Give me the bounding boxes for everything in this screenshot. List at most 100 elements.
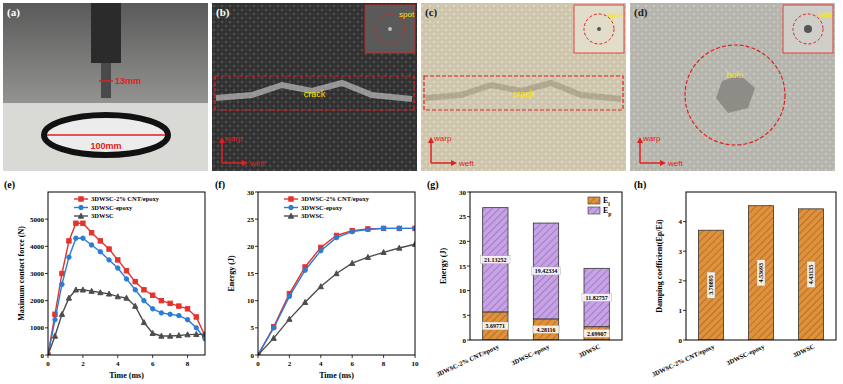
y-axis-label: Energy (J) [227, 255, 236, 292]
y-tick [467, 315, 470, 316]
data-point [107, 247, 111, 251]
data-point [365, 254, 370, 259]
y-axis-label: Maximum contact force (N) [17, 226, 26, 321]
data-point [334, 271, 339, 276]
data-point [107, 258, 111, 262]
legend-marker [289, 205, 293, 209]
data-point [133, 279, 137, 283]
annotation: 100mm [90, 141, 121, 151]
x-tick [48, 355, 49, 358]
data-point [381, 250, 386, 255]
x-tick [383, 355, 384, 358]
x-tick [415, 355, 416, 358]
data-label: 5.69771 [486, 323, 506, 329]
data-point [59, 311, 64, 316]
x-tick-label: 4 [319, 360, 323, 368]
panel-label: (b) [216, 6, 230, 19]
legend-marker [289, 197, 293, 201]
legend-label: 3DWSC [91, 212, 114, 219]
data-point [194, 315, 198, 319]
legend-swatch [588, 197, 600, 204]
panel-label: (h) [634, 179, 646, 191]
legend-marker [79, 197, 83, 201]
inset-spot [388, 27, 392, 31]
y-tick-label: 15 [459, 263, 467, 271]
x-tick [187, 355, 188, 358]
data-point [185, 307, 189, 311]
panel-label: (f) [215, 179, 225, 191]
data-point [318, 284, 323, 289]
y-tick [683, 280, 686, 281]
y-tick-label: 30 [459, 189, 467, 197]
y-tick [683, 310, 686, 311]
data-point [116, 266, 120, 270]
data-point [89, 243, 93, 247]
legend-label: 3DWSC [301, 212, 324, 219]
data-point [142, 288, 146, 292]
y-tick [45, 327, 48, 328]
data-point [159, 333, 164, 338]
annotation: 13mm [115, 76, 141, 86]
bar [483, 208, 508, 312]
data-point [60, 282, 64, 286]
x-tick-label: 4 [116, 360, 120, 368]
data-label: 4.53693 [758, 263, 764, 283]
data-label-box [481, 256, 510, 264]
data-point [397, 245, 402, 250]
series-line [258, 228, 415, 355]
data-point [74, 221, 78, 225]
data-point [271, 335, 276, 340]
category-label: 3DWSC [577, 342, 601, 358]
arrow-head [660, 160, 666, 166]
data-point [272, 326, 276, 330]
data-point [366, 227, 370, 231]
category-label: 3DWSC-2% CNT/epoxy [651, 342, 716, 377]
data-point [366, 227, 370, 231]
data-point [194, 332, 199, 337]
data-point [319, 248, 323, 252]
inset-spot [804, 25, 812, 33]
data-point [397, 226, 401, 230]
data-point [185, 317, 189, 321]
axis-arrow [639, 141, 641, 163]
hole-circle [685, 45, 785, 145]
x-axis-label: Time (ms) [319, 371, 354, 380]
y-tick [467, 192, 470, 193]
legend-label: 3DWSC-epoxy [91, 204, 133, 211]
data-point [98, 250, 102, 254]
x-tick-label: 0 [256, 360, 260, 368]
data-point [185, 332, 190, 337]
data-point [116, 258, 120, 262]
category-label: 3DWSC-epoxy [725, 342, 766, 366]
data-point [81, 236, 85, 240]
figure: 13mm100mm(a)crackspotwarpweft(b)crackspo… [0, 0, 843, 384]
damage-label: crack [304, 89, 326, 99]
data-point [168, 312, 172, 316]
series-line [48, 238, 205, 355]
bar [584, 268, 609, 326]
data-point [150, 293, 154, 297]
inset-label: hole [817, 10, 833, 19]
panel-label: (e) [4, 179, 15, 191]
series-line [258, 244, 415, 355]
data-point [350, 229, 354, 233]
y-tick-label: 3 [679, 248, 683, 256]
y-tick [45, 219, 48, 220]
y-tick [255, 273, 258, 274]
y-tick [255, 219, 258, 220]
y-tick-label: 1 [679, 307, 683, 315]
plot-frame [258, 192, 415, 355]
y-tick-label: 3000 [30, 270, 45, 278]
data-label-box [584, 329, 610, 337]
y-tick [467, 216, 470, 217]
support-ring [44, 115, 168, 155]
y-tick-label: 20 [247, 243, 255, 251]
data-point [150, 330, 155, 335]
photo-bg [3, 3, 208, 171]
y-tick [255, 300, 258, 301]
axis-arrow [430, 141, 432, 163]
photo-bg [212, 3, 417, 171]
y-tick-label: 4 [679, 218, 683, 226]
data-point [194, 326, 198, 330]
plot-frame [686, 192, 836, 340]
